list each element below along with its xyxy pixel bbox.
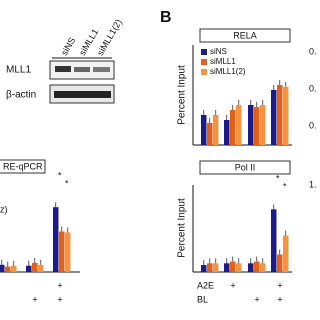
lane-label: siNS: [59, 36, 77, 57]
cropped-tick: 0.: [309, 83, 317, 93]
bar: [65, 232, 71, 272]
plus-sign: +: [254, 294, 259, 304]
significance-star: *: [65, 178, 69, 188]
bar: [254, 107, 260, 145]
plus-sign: +: [277, 280, 282, 290]
treatment-label: A2E: [197, 280, 214, 290]
bar: [260, 105, 266, 145]
bar: [53, 207, 59, 272]
bar: [201, 265, 207, 272]
legend-label: siNS: [210, 47, 227, 56]
bar: [5, 266, 11, 272]
significance-star: *: [58, 170, 62, 180]
plot-title: RELA: [233, 30, 257, 40]
bar: [271, 90, 277, 145]
significance-star: *: [276, 173, 280, 183]
bar: [248, 263, 254, 272]
legend-swatch: [201, 49, 207, 55]
legend-label: siMLL1: [210, 57, 236, 66]
title-box: [199, 160, 291, 175]
plot-title: RE-qPCR: [3, 161, 43, 171]
band: [93, 67, 110, 72]
band: [74, 67, 90, 72]
cropped-tick: 1.: [309, 179, 317, 189]
bar: [277, 254, 283, 272]
bar: [201, 115, 207, 145]
row-label: β-actin: [6, 90, 36, 101]
bar: [283, 87, 289, 145]
cropped-tick: 0.: [309, 120, 317, 130]
legend-swatch: [201, 59, 207, 65]
bar: [271, 209, 277, 272]
row-label: MLL1: [6, 65, 31, 76]
plus-sign: +: [230, 280, 235, 290]
bar: [230, 110, 236, 145]
bar: [236, 105, 242, 145]
bar: [207, 123, 213, 145]
title-box: [0, 159, 46, 174]
bar: [213, 115, 219, 145]
bar: [254, 261, 260, 272]
band: [54, 91, 111, 98]
bar: [283, 235, 289, 272]
bar: [59, 231, 65, 272]
bar: [230, 261, 236, 272]
bar: [32, 263, 38, 272]
bar: [224, 263, 230, 272]
cropped-tick: 0.: [309, 46, 317, 56]
band: [55, 66, 71, 72]
bar: [38, 264, 44, 272]
significance-star: *: [283, 181, 287, 191]
plus-sign: +: [277, 294, 282, 304]
bar: [248, 105, 254, 145]
bar: [260, 263, 266, 272]
bar: [26, 265, 32, 272]
bar: [213, 263, 219, 272]
bar: [236, 263, 242, 272]
y-label: Percent Input: [177, 198, 188, 258]
y-label-fragment: z): [0, 204, 8, 214]
bar: [207, 263, 213, 272]
plus-sign: +: [32, 294, 37, 304]
bar: [224, 120, 230, 145]
y-label: Percent Input: [177, 65, 188, 125]
bar: [11, 265, 17, 272]
plus-sign: +: [57, 294, 62, 304]
bar: [0, 264, 5, 272]
panel-letter: B: [160, 9, 172, 26]
treatment-label: BL: [197, 294, 208, 304]
lane-label: siMLL1(2): [95, 18, 124, 58]
title-box: [199, 28, 291, 43]
legend-label: siMLL1(2): [210, 67, 246, 76]
legend-swatch: [201, 69, 207, 75]
plus-sign: +: [57, 280, 62, 290]
plot-title: Pol II: [235, 162, 256, 172]
bar: [277, 85, 283, 145]
